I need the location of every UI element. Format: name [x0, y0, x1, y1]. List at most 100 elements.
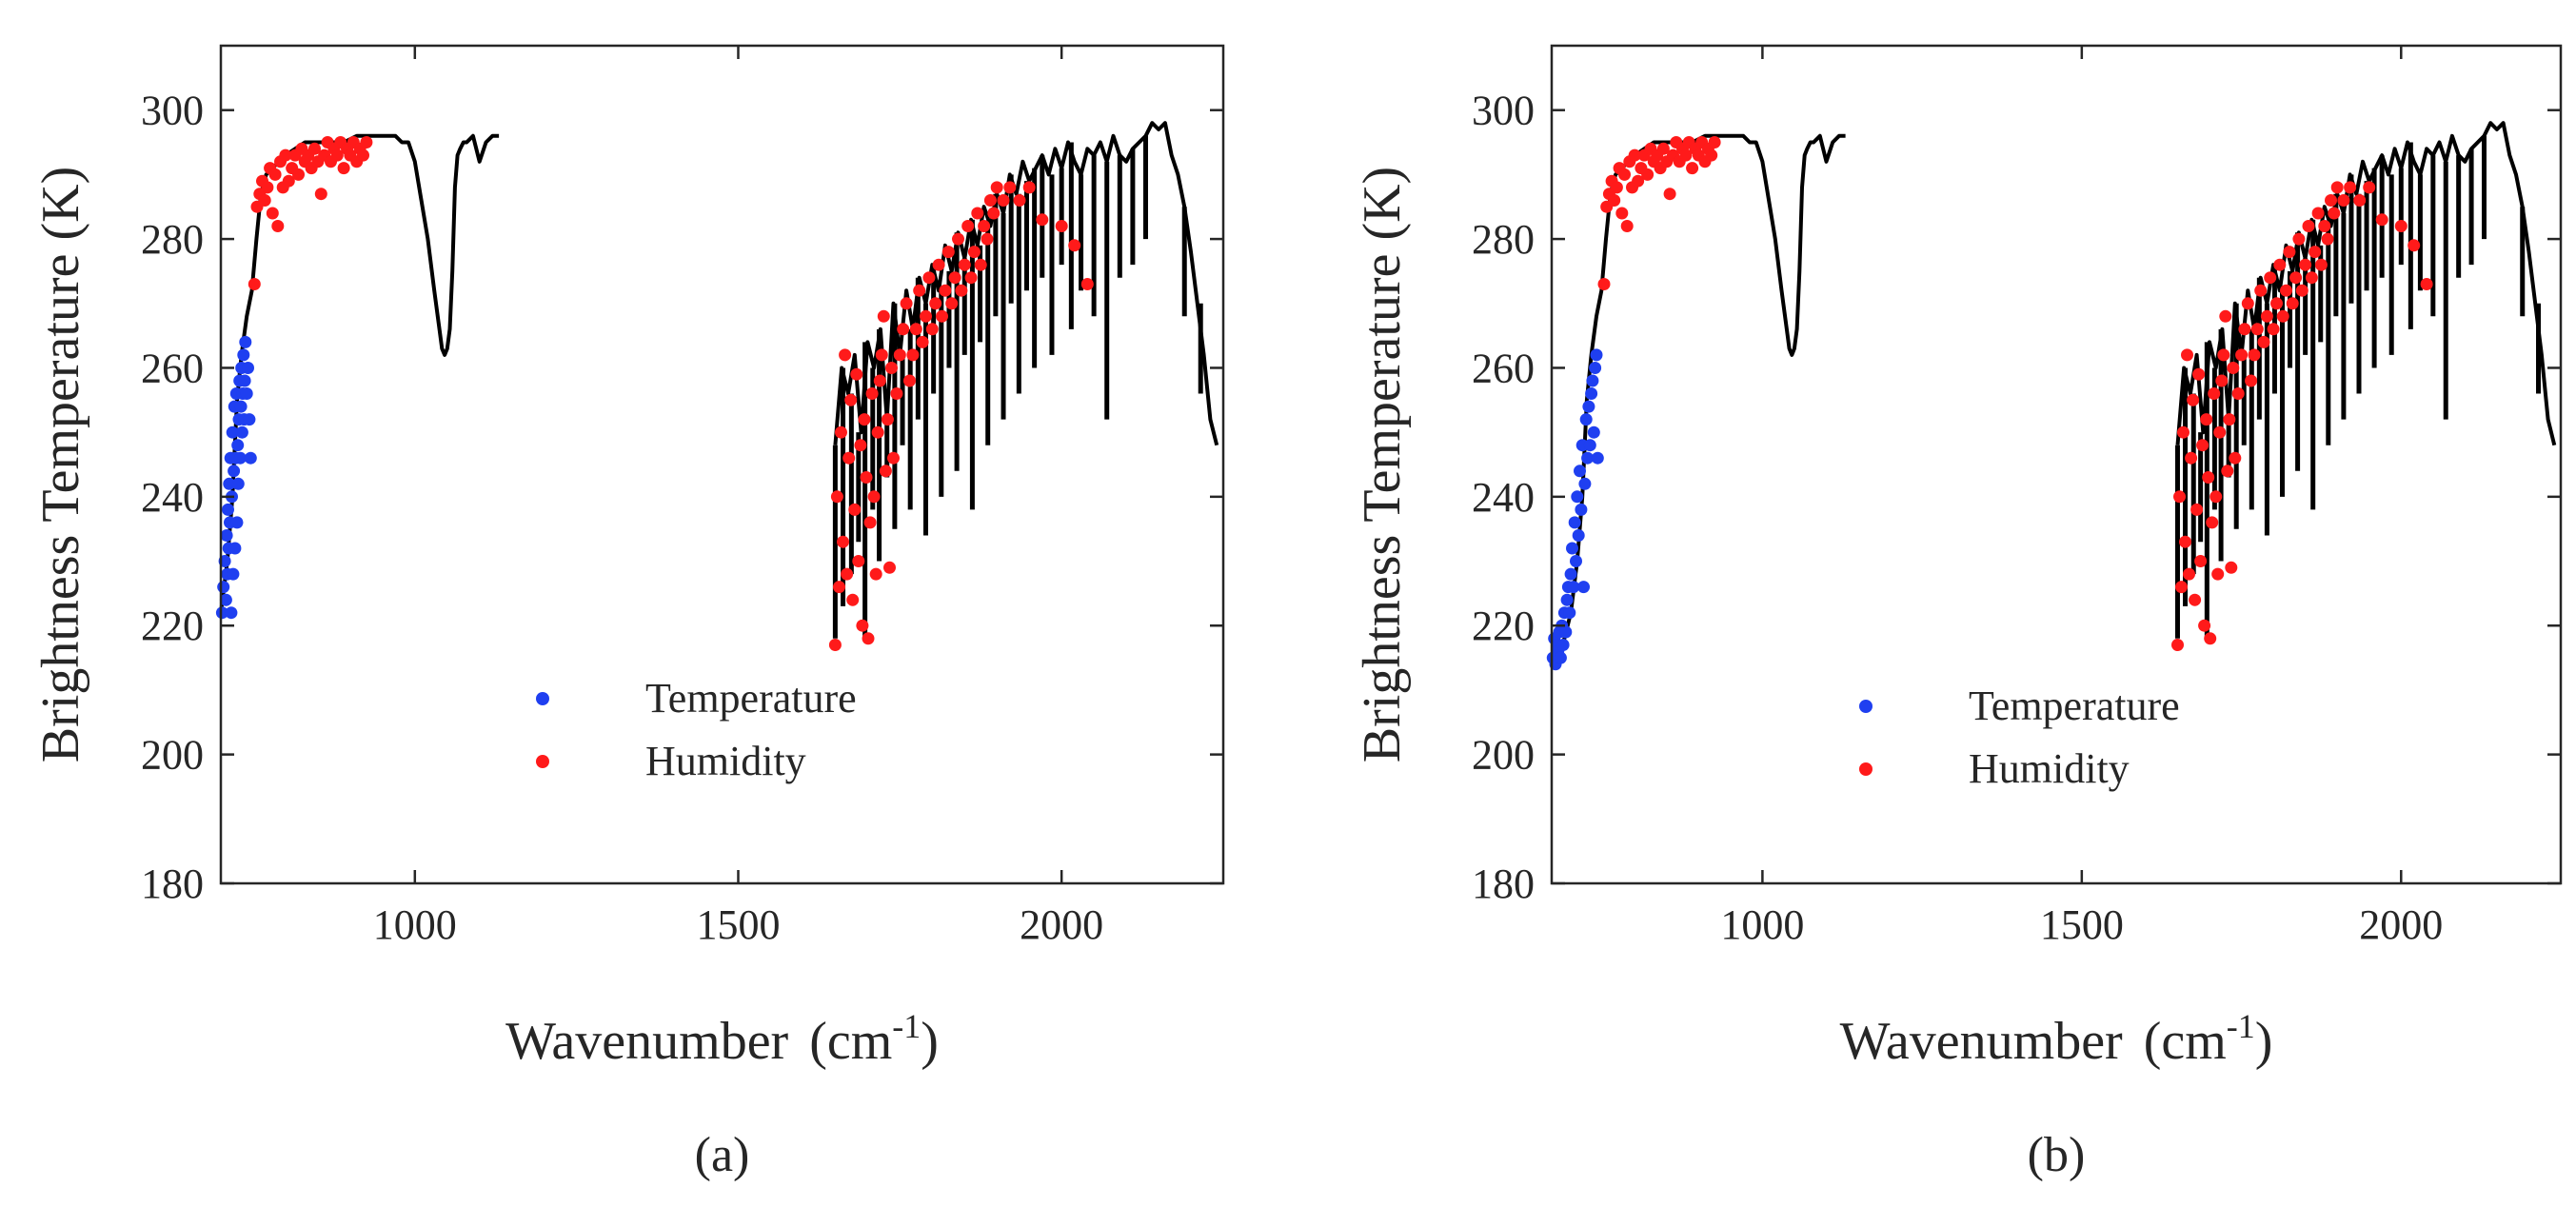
humidity-point: [990, 181, 1003, 194]
temperature-point: [1572, 529, 1585, 542]
temperature-point: [219, 593, 232, 606]
humidity-point: [871, 425, 884, 439]
humidity-point: [2206, 516, 2219, 529]
spectrum-line-segment: [219, 133, 500, 613]
temperature-point: [1567, 581, 1580, 594]
humidity-point: [883, 561, 896, 574]
humidity-point: [2211, 567, 2225, 581]
humidity-point: [1080, 278, 1094, 290]
spectrum-line-segment: [833, 121, 1219, 446]
y-tick-label: 300: [1472, 88, 1535, 134]
humidity-point: [1641, 168, 1655, 181]
temperature-point: [225, 606, 238, 620]
temperature-point: [223, 477, 236, 490]
humidity-point: [2302, 220, 2315, 232]
humidity-point: [2276, 309, 2289, 323]
humidity-point: [271, 220, 285, 232]
temperature-point: [235, 425, 248, 439]
y-tick-label: 260: [141, 345, 204, 391]
humidity-point: [948, 271, 961, 285]
spectrum-line-segment: [2175, 121, 2557, 446]
temperature-point: [217, 581, 230, 594]
humidity-point: [1615, 207, 1629, 220]
humidity-point: [2250, 323, 2264, 336]
humidity-point: [2314, 258, 2328, 271]
humidity-point: [932, 258, 945, 271]
humidity-point: [909, 323, 922, 336]
humidity-point: [890, 387, 903, 400]
y-tick-label: 220: [141, 603, 204, 649]
humidity-point: [2225, 561, 2238, 574]
y-axis-label: Brightness Temperature (K): [1353, 167, 1412, 762]
humidity-point: [971, 207, 984, 220]
humidity-point: [2394, 220, 2408, 232]
humidity-point: [835, 425, 847, 439]
temperature-point: [226, 425, 239, 439]
humidity-point: [828, 639, 842, 651]
x-axis-label: Wavenumber (cm-1): [1840, 1007, 2273, 1071]
humidity-point: [2227, 362, 2240, 374]
temperature-point: [1579, 413, 1593, 426]
humidity-point: [903, 374, 916, 387]
humidity-point: [2171, 639, 2184, 651]
humidity-point: [292, 168, 305, 181]
humidity-point: [967, 246, 981, 259]
humidity-point: [833, 581, 845, 594]
temperature-point: [1591, 451, 1604, 465]
humidity-point: [877, 309, 890, 323]
humidity-point: [2353, 194, 2367, 207]
humidity-point: [865, 387, 879, 400]
humidity-point: [2295, 284, 2308, 297]
y-tick-label: 300: [141, 88, 204, 134]
temperature-point: [228, 465, 241, 478]
humidity-point: [2187, 393, 2200, 406]
temperature-point: [240, 387, 253, 400]
temperature-point: [1590, 348, 1603, 362]
humidity-point: [337, 162, 350, 175]
humidity-point: [987, 207, 1001, 220]
humidity-point: [1632, 174, 1645, 188]
humidity-point: [841, 567, 854, 581]
temperature-point: [1559, 625, 1573, 639]
humidity-point: [983, 194, 997, 207]
humidity-point: [2248, 348, 2261, 362]
humidity-point: [2375, 213, 2388, 227]
humidity-point: [916, 335, 929, 348]
humidity-point: [1708, 136, 1721, 148]
humidity-point: [873, 374, 886, 387]
humidity-point: [961, 220, 975, 232]
temperature-point: [1577, 581, 1590, 594]
humidity-point: [2200, 413, 2213, 426]
humidity-point: [1620, 220, 1634, 232]
x-axis-unit: (cm: [809, 1012, 892, 1071]
humidity-point: [1055, 220, 1068, 232]
humidity-point: [887, 451, 900, 465]
x-tick-label: 1000: [373, 901, 457, 948]
humidity-point: [837, 535, 849, 548]
humidity-point: [2196, 439, 2209, 452]
temperature-point: [1566, 542, 1578, 555]
humidity-point: [997, 194, 1010, 207]
temperature-point: [215, 606, 228, 620]
humidity-point: [2330, 181, 2344, 194]
humidity-point: [2209, 490, 2223, 504]
humidity-point: [2241, 297, 2254, 310]
humidity-point: [869, 567, 882, 581]
legend-label-humidity: Humidity: [645, 738, 806, 784]
temperature-point: [1570, 555, 1582, 567]
temperature-point: [242, 362, 254, 374]
humidity-point: [2235, 348, 2249, 362]
humidity-point: [2177, 425, 2190, 439]
temperature-point: [1578, 477, 1592, 490]
humidity-point: [2217, 348, 2230, 362]
humidity-point: [314, 188, 327, 201]
humidity-point: [981, 232, 994, 246]
x-tick-label: 1000: [1720, 901, 1804, 948]
humidity-point: [939, 284, 952, 297]
humidity-point: [881, 413, 894, 426]
legend-marker-temperature: [1859, 700, 1873, 713]
humidity-point: [900, 297, 913, 310]
x-axis-label-text: Wavenumber: [1840, 1012, 2123, 1071]
temperature-point: [230, 516, 244, 529]
humidity-point: [360, 136, 373, 148]
